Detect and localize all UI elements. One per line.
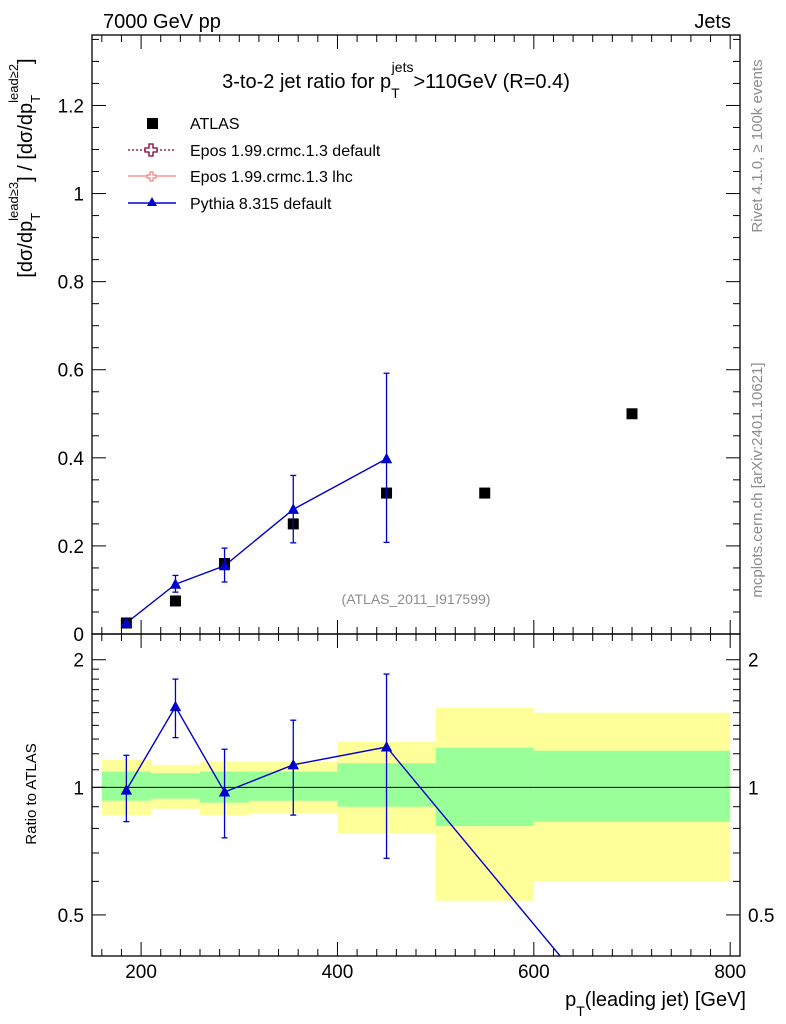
- pythia-data-point: [287, 503, 299, 514]
- ratio-series-lines: [125, 705, 562, 956]
- chart-title: 3-to-2 jet ratio for pTjets>110GeV (R=0.…: [222, 59, 570, 101]
- ratio-inner-band: [533, 750, 731, 822]
- pythia-ratio-point: [169, 700, 182, 712]
- legend-entry-atlas: ATLAS: [147, 116, 240, 133]
- pythia-ratio-point: [287, 758, 299, 770]
- legend-pythia-marker: [147, 197, 157, 206]
- legend-epos-default-label: Epos 1.99.crmc.1.3 default: [190, 143, 381, 160]
- atlas-data-point: [479, 487, 491, 499]
- x-axis-label: pT(leading jet) [GeV]: [565, 989, 746, 1019]
- main-y-tick-label: 0.4: [58, 449, 85, 470]
- legend-entry-epos-default: Epos 1.99.crmc.1.3 default: [128, 143, 381, 160]
- pythia-ratio-point: [380, 740, 393, 752]
- ratio-panel-axes: 0.5 0.5 1 1 2 2 200 400 600 800: [58, 634, 774, 983]
- title-prefix: 3-to-2 jet ratio for p: [222, 71, 391, 93]
- pythia-ratio-point: [218, 785, 231, 797]
- main-panel-axes: 0 0.2 0.4 0.6 0.8 1 1.2: [58, 35, 740, 646]
- x-tick-label: 400: [322, 962, 354, 983]
- legend-epos-default-marker: [144, 143, 158, 157]
- main-y-tick-label: 0: [73, 625, 84, 646]
- title-sub: T: [391, 85, 400, 101]
- ratio-y-tick-label: 0.5: [58, 906, 84, 927]
- ratio-y-tick-label: 1: [73, 778, 84, 799]
- pythia-data-point: [218, 559, 231, 571]
- main-y-tick-label: 0.2: [58, 537, 84, 558]
- atlas-data-point: [169, 595, 181, 607]
- title-suffix: >110GeV (R=0.4): [413, 71, 569, 93]
- legend: ATLAS Epos 1.99.crmc.1.3 default Epos 1.…: [128, 116, 381, 213]
- pythia-ratio-line: [125, 705, 562, 956]
- ratio-y-tick-label-right: 2: [748, 651, 759, 672]
- pythia-data-point: [169, 578, 182, 589]
- x-tick-label: 200: [125, 962, 157, 983]
- analysis-watermark: (ATLAS_2011_I917599): [342, 591, 491, 607]
- category-label: Jets: [694, 11, 731, 33]
- ratio-series-points: [120, 673, 393, 859]
- ratio-y-axis-label: Ratio to ATLAS: [23, 743, 40, 844]
- mcplots-citation-label: mcplots.cern.ch [arXiv:2401.10621]: [749, 362, 766, 597]
- ratio-y-tick-label-right: 1: [748, 778, 759, 799]
- title-sup: jets: [391, 59, 414, 75]
- legend-epos-lhc-label: Epos 1.99.crmc.1.3 lhc: [190, 169, 353, 186]
- main-y-tick-label: 0.6: [58, 361, 84, 382]
- legend-pythia-label: Pythia 8.315 default: [190, 196, 332, 213]
- energy-label: 7000 GeV pp: [103, 11, 221, 33]
- legend-entry-epos-lhc: Epos 1.99.crmc.1.3 lhc: [128, 169, 353, 186]
- legend-atlas-label: ATLAS: [190, 116, 240, 133]
- ratio-uncertainty-bands: [101, 707, 731, 901]
- pythia-data-point: [380, 452, 393, 464]
- legend-atlas-marker: [147, 118, 158, 129]
- main-y-tick-label: 0.8: [58, 273, 84, 294]
- pythia-data-point: [120, 616, 133, 628]
- legend-epos-lhc-marker: [146, 171, 157, 182]
- main-y-tick-label: 1.2: [58, 96, 84, 117]
- ratio-inner-band: [150, 773, 200, 799]
- main-y-axis-label: [dσ/dpTlead≥3] / [dσ/dpTlead≥2]: [6, 58, 43, 277]
- main-series-points: [120, 372, 638, 629]
- ratio-y-tick-label: 2: [73, 651, 84, 672]
- main-y-tick-label: 1: [73, 185, 84, 206]
- atlas-data-point: [626, 408, 638, 420]
- legend-entry-pythia: Pythia 8.315 default: [128, 196, 332, 213]
- x-tick-label: 800: [714, 962, 746, 983]
- pythia-ratio-point: [120, 784, 133, 795]
- ratio-y-tick-label-right: 0.5: [748, 906, 774, 927]
- x-tick-label: 600: [518, 962, 550, 983]
- rivet-version-label: Rivet 4.1.0, ≥ 100k events: [749, 59, 766, 232]
